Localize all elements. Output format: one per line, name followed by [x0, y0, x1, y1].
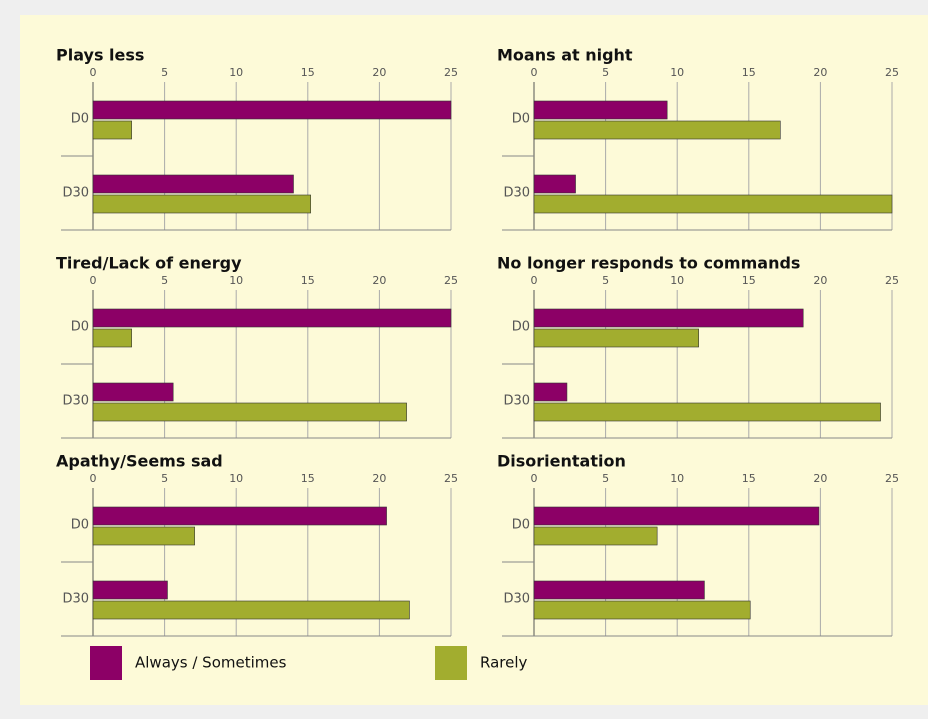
y-tick-label: D0 — [512, 518, 530, 533]
bar — [92, 100, 452, 120]
x-tick-label: 20 — [372, 472, 386, 485]
x-tick-label: 25 — [885, 274, 899, 287]
x-tick-label: 0 — [90, 472, 97, 485]
y-tick-label: D0 — [512, 320, 530, 335]
y-tick-label: D0 — [71, 320, 89, 335]
x-tick-label: 15 — [301, 472, 315, 485]
bar — [533, 402, 881, 422]
y-tick-label: D0 — [512, 112, 530, 127]
y-tick-label: D30 — [503, 592, 530, 607]
x-tick-label: 0 — [531, 472, 538, 485]
legend-swatch — [90, 646, 122, 680]
bar — [92, 308, 452, 328]
bar — [92, 526, 195, 546]
bar — [533, 526, 658, 546]
x-tick-label: 5 — [161, 66, 168, 79]
x-tick-label: 5 — [602, 274, 609, 287]
bar — [92, 506, 387, 526]
x-tick-label: 25 — [444, 472, 458, 485]
x-tick-label: 20 — [813, 472, 827, 485]
legend-label: Rarely — [480, 654, 528, 672]
x-tick-label: 10 — [670, 274, 684, 287]
x-tick-label: 10 — [670, 472, 684, 485]
chart-title: Disorientation — [497, 452, 626, 471]
bar — [92, 174, 294, 194]
bar — [533, 506, 820, 526]
bar — [92, 120, 132, 140]
x-tick-label: 5 — [161, 274, 168, 287]
y-tick-label: D0 — [71, 518, 89, 533]
y-tick-label: D0 — [71, 112, 89, 127]
bar — [533, 600, 751, 620]
x-tick-label: 15 — [742, 274, 756, 287]
x-tick-label: 20 — [372, 274, 386, 287]
x-tick-label: 10 — [229, 66, 243, 79]
y-tick-label: D30 — [62, 394, 89, 409]
x-tick-label: 0 — [531, 66, 538, 79]
x-tick-label: 0 — [90, 274, 97, 287]
bar — [92, 580, 168, 600]
x-tick-label: 25 — [444, 274, 458, 287]
x-tick-label: 20 — [372, 66, 386, 79]
y-tick-label: D30 — [62, 186, 89, 201]
bar — [92, 600, 410, 620]
chart-title: Tired/Lack of energy — [56, 254, 242, 273]
x-tick-label: 10 — [670, 66, 684, 79]
chart-title: No longer responds to commands — [497, 254, 800, 273]
bar — [533, 382, 568, 402]
bar — [533, 328, 699, 348]
x-tick-label: 20 — [813, 66, 827, 79]
chart-title: Plays less — [56, 46, 144, 65]
bar — [92, 328, 132, 348]
x-tick-label: 25 — [885, 472, 899, 485]
x-tick-label: 15 — [301, 66, 315, 79]
bar — [533, 194, 893, 214]
x-tick-label: 10 — [229, 472, 243, 485]
x-tick-label: 0 — [531, 274, 538, 287]
bar — [92, 194, 311, 214]
x-tick-label: 25 — [885, 66, 899, 79]
chart-title: Apathy/Seems sad — [56, 452, 223, 471]
x-tick-label: 25 — [444, 66, 458, 79]
chart-title: Moans at night — [497, 46, 633, 65]
legend-label: Always / Sometimes — [135, 654, 287, 672]
bar — [533, 580, 705, 600]
x-tick-label: 5 — [602, 66, 609, 79]
x-tick-label: 15 — [742, 66, 756, 79]
x-tick-label: 10 — [229, 274, 243, 287]
legend-swatch — [435, 646, 467, 680]
x-tick-label: 20 — [813, 274, 827, 287]
x-tick-label: 5 — [602, 472, 609, 485]
bar — [533, 120, 781, 140]
bar — [533, 308, 804, 328]
x-tick-label: 0 — [90, 66, 97, 79]
y-tick-label: D30 — [503, 394, 530, 409]
x-tick-label: 15 — [742, 472, 756, 485]
y-tick-label: D30 — [503, 186, 530, 201]
x-tick-label: 5 — [161, 472, 168, 485]
bar — [92, 402, 407, 422]
bar — [533, 100, 668, 120]
y-tick-label: D30 — [62, 592, 89, 607]
bar — [92, 382, 174, 402]
x-tick-label: 15 — [301, 274, 315, 287]
bar — [533, 174, 576, 194]
